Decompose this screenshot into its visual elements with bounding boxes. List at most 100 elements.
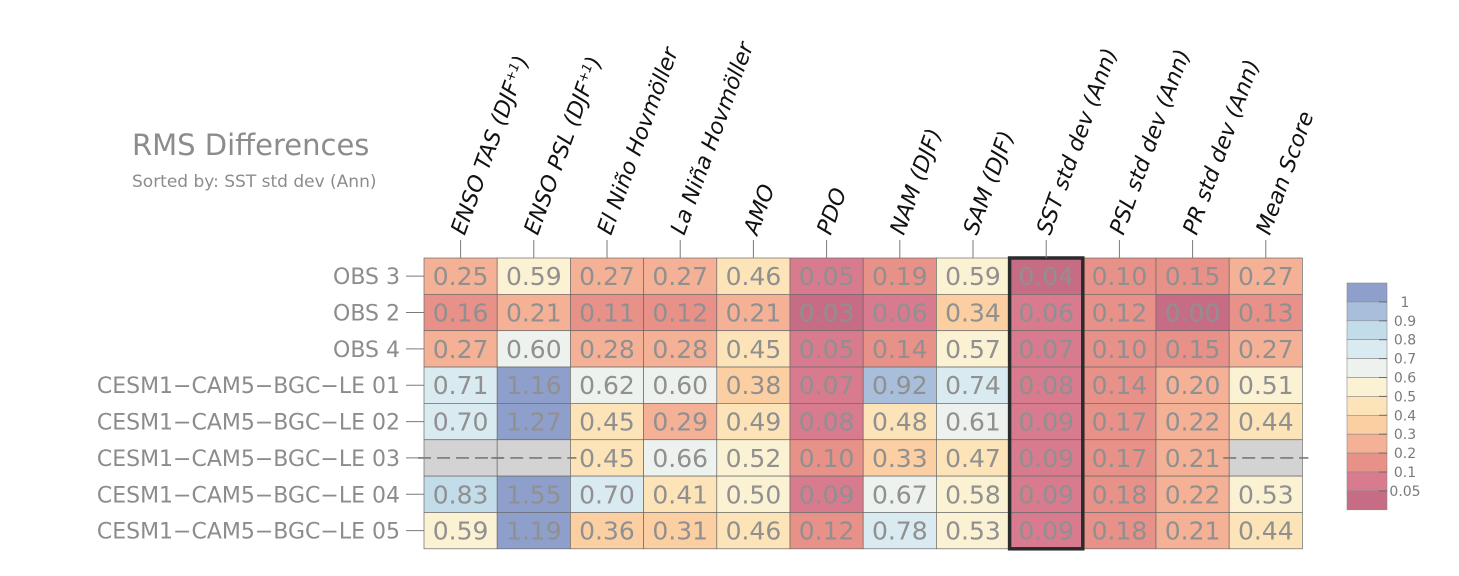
colorbar-swatch	[1346, 490, 1388, 511]
cell-value: 0.15	[1165, 262, 1221, 291]
cell-value: 0.12	[1092, 299, 1148, 328]
colorbar: 1 0.9 0.8 0.7 0.6 0.5 0.4 0.3 0.2 0.1 0.05	[1346, 282, 1421, 511]
heatmap-cell	[862, 366, 937, 404]
colorbar-label: 0.4	[1394, 408, 1416, 424]
row-label: OBS 4	[333, 338, 400, 363]
heatmap-cell	[643, 512, 718, 550]
heatmap-cell	[1228, 512, 1303, 550]
colorbar-label: 0.3	[1394, 427, 1416, 443]
cell-value: 0.74	[945, 371, 1001, 400]
cell-value: 0.61	[945, 408, 1001, 437]
cell-value: 0.05	[799, 262, 855, 291]
heatmap-cell	[496, 366, 571, 404]
row-label: CESM1−CAM5−BGC−LE 02	[97, 411, 400, 436]
heatmap-cell	[1228, 257, 1303, 295]
heatmap-cell	[862, 330, 937, 368]
chart-subtitle: Sorted by: SST std dev (Ann)	[132, 172, 377, 192]
cell-value: 0.15	[1165, 335, 1221, 364]
cell-value: 0.09	[799, 480, 855, 509]
cell-value: 0.20	[1165, 371, 1221, 400]
cell-value: 1.55	[506, 480, 562, 509]
column-label: AMO	[739, 181, 781, 240]
column-label: ENSO PSL (DJF+1)	[520, 53, 608, 238]
colorbar-label: 0.1	[1394, 465, 1416, 481]
heatmap-cell	[1082, 512, 1157, 550]
heatmap-cell	[862, 294, 937, 332]
cell-value: 0.62	[579, 371, 635, 400]
colorbar-swatch	[1346, 339, 1388, 359]
cell-value: 0.53	[945, 517, 1001, 546]
cell-value: 0.49	[726, 408, 782, 437]
cell-value: 0.52	[726, 444, 782, 473]
colorbar-label: 1	[1401, 295, 1410, 311]
cell-value: 0.18	[1092, 480, 1148, 509]
heatmap-cell	[1082, 257, 1157, 295]
cell-value: 1.16	[506, 371, 562, 400]
colorbar-label: 0.8	[1394, 333, 1416, 349]
heatmap-cell	[1155, 403, 1230, 441]
heatmap-cell	[1228, 366, 1303, 404]
cell-value: 0.09	[1018, 517, 1074, 546]
heatmap-cell	[643, 366, 718, 404]
row-label: CESM1−CAM5−BGC−LE 03	[97, 447, 400, 472]
cell-value: 0.78	[872, 517, 928, 546]
cell-value: 0.22	[1165, 480, 1221, 509]
heatmap-cell	[1228, 330, 1303, 368]
heatmap-cell	[570, 330, 644, 368]
heatmap-cell	[936, 257, 1010, 295]
heatmap-cell	[423, 512, 498, 550]
cell-value: 1.19	[506, 517, 562, 546]
row-label: CESM1−CAM5−BGC−LE 01	[97, 374, 400, 399]
heatmap-cell	[496, 403, 571, 441]
cell-value: 0.14	[872, 335, 928, 364]
cell-value: 0.10	[799, 444, 855, 473]
heatmap-cell	[1155, 475, 1230, 513]
cell-value: 0.14	[1092, 371, 1148, 400]
colorbar-label: 0.2	[1394, 446, 1416, 462]
heatmap-cell	[1009, 439, 1084, 477]
cell-value: 0.06	[872, 299, 928, 328]
cell-value: 0.57	[945, 335, 1001, 364]
heatmap-cell	[570, 475, 644, 513]
heatmap-cell	[496, 257, 571, 295]
column-label: SST std dev (Ann)	[1032, 45, 1123, 238]
heatmap-cell	[789, 475, 864, 513]
cell-value: 0.34	[945, 299, 1001, 328]
heatmap-cell	[789, 439, 864, 477]
cell-value: 0.66	[652, 444, 708, 473]
colorbar-swatch	[1346, 414, 1388, 435]
cell-value: 0.48	[872, 408, 928, 437]
heatmap-cell	[936, 512, 1010, 550]
heatmap-cell	[423, 403, 498, 441]
cell-value: 0.45	[579, 444, 635, 473]
colorbar-swatch	[1346, 471, 1388, 492]
heatmap-cell	[1155, 294, 1230, 332]
heatmap-cell	[496, 294, 571, 332]
heatmap-cell	[570, 366, 644, 404]
column-label: ENSO TAS (DJF+1)	[447, 52, 535, 238]
cell-value: 0.08	[1018, 371, 1074, 400]
cell-value: 0.09	[1018, 444, 1074, 473]
cell-value: 0.44	[1238, 517, 1294, 546]
heatmap-cell	[789, 257, 864, 295]
colorbar-label: 0.9	[1394, 314, 1416, 330]
colorbar-swatch	[1346, 452, 1388, 473]
heatmap-cell	[936, 403, 1010, 441]
cell-value: 0.70	[579, 480, 635, 509]
colorbar-label: 0.05	[1389, 484, 1420, 500]
heatmap-cell	[862, 403, 937, 441]
heatmap-cell	[643, 294, 718, 332]
heatmap-cell	[1009, 294, 1084, 332]
heatmap-cell	[862, 512, 937, 550]
heatmap-cell	[1155, 512, 1230, 550]
heatmap-cell	[862, 475, 937, 513]
cell-value: 0.50	[726, 480, 782, 509]
cell-value: 0.51	[1238, 371, 1294, 400]
heatmap-cell	[643, 330, 718, 368]
heatmap-cell	[423, 475, 498, 513]
colorbar-swatch	[1346, 320, 1388, 340]
heatmap-cell	[1009, 366, 1084, 404]
cell-value: 0.45	[726, 335, 782, 364]
cell-value: 0.06	[1018, 299, 1074, 328]
cell-value: 0.12	[799, 517, 855, 546]
